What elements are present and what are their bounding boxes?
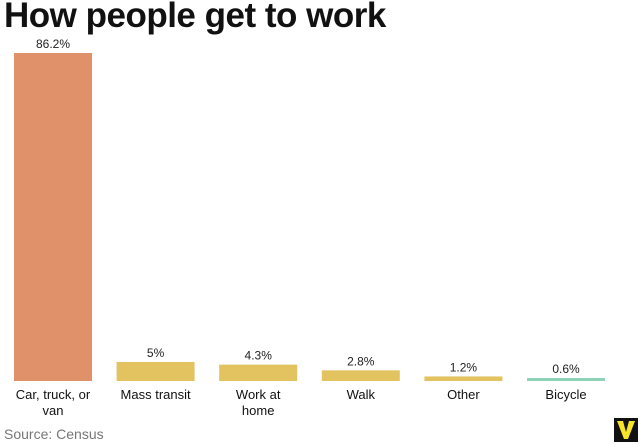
bars-group: 86.2% Car, truck, or van 5% Mass transit 4.3%… <box>14 37 605 418</box>
bar-value-label-3: 2.8% <box>347 354 375 368</box>
vox-logo-icon <box>614 418 638 442</box>
bar-5 <box>527 378 605 381</box>
category-label-4: Other <box>447 387 480 402</box>
bar-value-label-5: 0.6% <box>552 362 580 376</box>
bar-value-label-4: 1.2% <box>450 360 478 374</box>
bar-2 <box>219 364 298 381</box>
bar-4 <box>424 376 503 381</box>
category-label-0: Car, truck, or van <box>16 387 91 418</box>
bar-value-label-1: 5% <box>147 346 165 360</box>
category-label-2: Work at home <box>236 387 281 418</box>
bar-0 <box>14 53 92 381</box>
chart-title: How people get to work <box>4 0 386 35</box>
bar-chart: 86.2% Car, truck, or van 5% Mass transit 4.3%… <box>14 37 605 418</box>
bar-value-label-2: 4.3% <box>245 349 273 363</box>
bar-value-label-0: 86.2% <box>36 37 70 51</box>
category-label-1: Mass transit <box>121 387 191 402</box>
source-note: Source: Census <box>4 426 104 442</box>
category-label-5: Bicycle <box>545 387 586 402</box>
bar-3 <box>321 370 400 381</box>
bar-1 <box>116 361 195 381</box>
category-label-3: Walk <box>347 387 376 402</box>
